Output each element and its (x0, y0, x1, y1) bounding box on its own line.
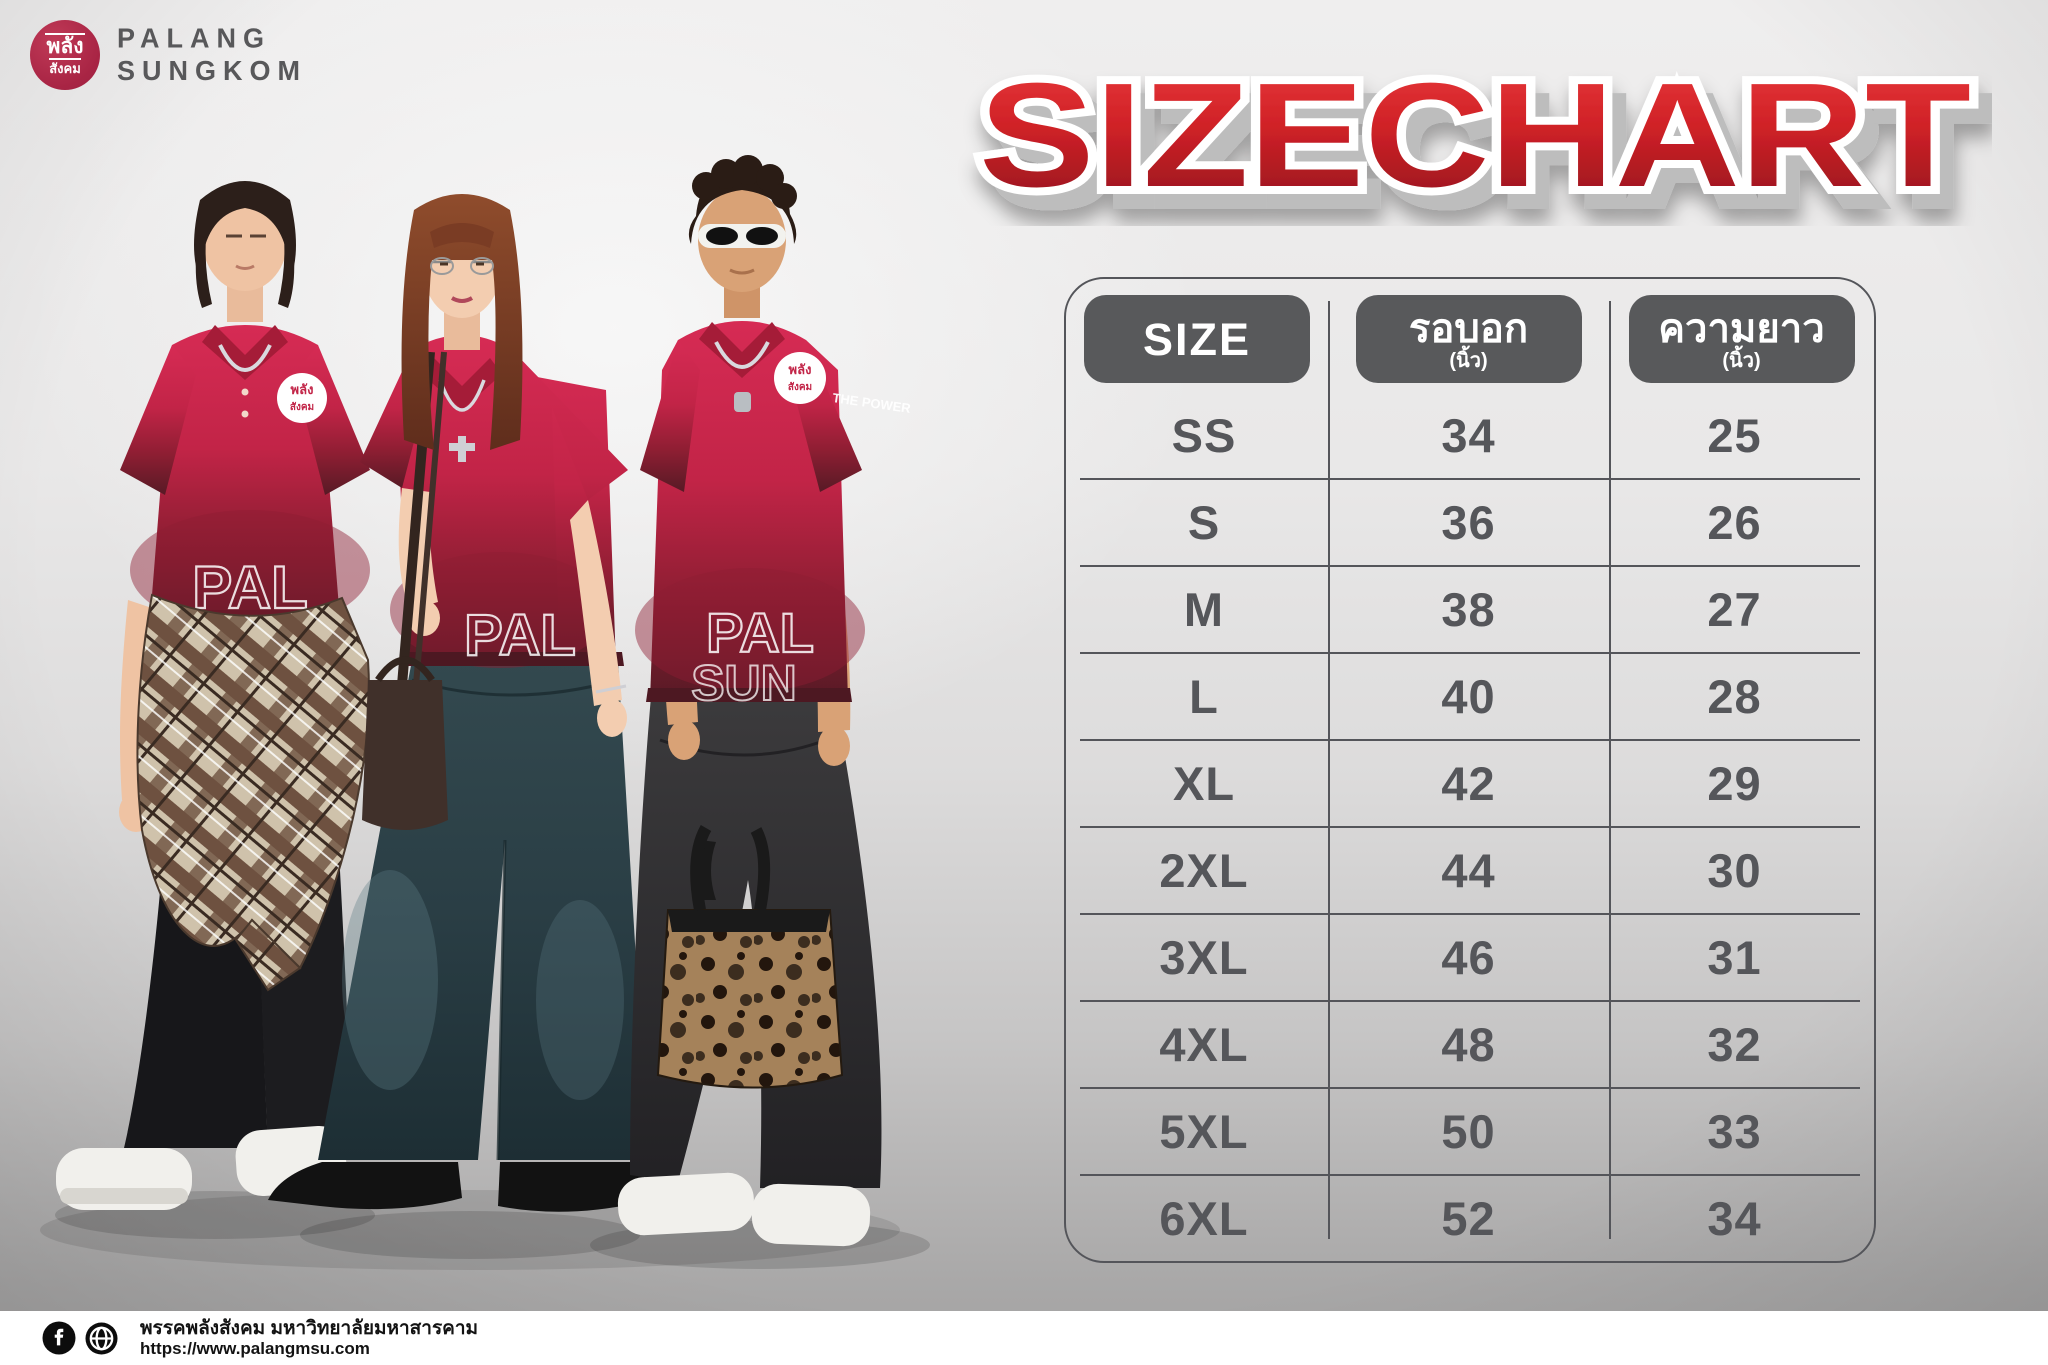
length-cell: 30 (1707, 844, 1762, 897)
logo-thai-top: พลัง (44, 33, 86, 59)
facebook-icon (42, 1321, 76, 1355)
floor-shadow (300, 1211, 640, 1259)
length-cell: 26 (1707, 496, 1762, 549)
shirt-print-text: PAL (192, 554, 308, 621)
table-row: S 36 26 (1080, 478, 1860, 565)
chest-badge-text: สังคม (788, 381, 812, 393)
brand-wordmark-line2: SUNGKOM (117, 55, 307, 87)
chest-badge-text: พลัง (789, 362, 812, 377)
chest-cell: 34 (1441, 409, 1496, 462)
size-cell: S (1187, 496, 1221, 549)
size-cell: M (1183, 583, 1225, 636)
table-row: SS 34 25 (1080, 393, 1860, 478)
size-cell: 6XL (1159, 1192, 1249, 1245)
chest-cell: 38 (1441, 583, 1496, 636)
table-column-divider (1609, 301, 1611, 1239)
table-row: 3XL 46 31 (1080, 913, 1860, 1000)
chest-cell: 40 (1441, 670, 1496, 723)
models-photo: PAL พลัง สังคม (40, 155, 930, 1270)
length-cell: 34 (1707, 1192, 1762, 1245)
column-header-chest-unit: (นิ้ว) (1449, 349, 1488, 372)
brand-logo: พลัง สังคม PALANG SUNGKOM (30, 20, 307, 90)
brand-wordmark-line1: PALANG (117, 22, 271, 54)
table-header-row: SIZE รอบอก (นิ้ว) ความยาว (นิ้ว) (1066, 295, 1874, 383)
footer-social-icons (42, 1321, 118, 1355)
shirt-print-text: SUN (691, 655, 797, 711)
table-row: 4XL 48 32 (1080, 1000, 1860, 1087)
page-title-graphic: SIZECHART SIZECHART (971, 46, 1992, 226)
model-right: PAL SUN THE POWER พลัง สังคม (617, 155, 913, 1247)
size-cell: XL (1172, 757, 1236, 810)
chest-cell: 52 (1441, 1192, 1496, 1245)
footer-org-line: พรรคพลังสังคม มหาวิทยาลัยมหาสารคาม (140, 1317, 479, 1339)
brand-logo-circle-icon: พลัง สังคม (30, 20, 100, 90)
column-header-length: ความยาว (นิ้ว) (1628, 295, 1855, 383)
size-cell: 4XL (1159, 1018, 1249, 1071)
footer-bar: พรรคพลังสังคม มหาวิทยาลัยมหาสารคาม https… (0, 1311, 2048, 1365)
chest-badge-text: สังคม (290, 401, 314, 413)
shirt-print-text: PAL (464, 603, 576, 668)
column-header-size: SIZE (1084, 295, 1310, 383)
model-middle: PAL (268, 194, 650, 1212)
chest-badge-text: พลัง (291, 382, 314, 397)
shirt-print-text: PAL (706, 601, 814, 664)
size-cell: SS (1171, 409, 1237, 462)
column-header-length-unit: (นิ้ว) (1722, 349, 1761, 372)
column-header-chest-label: รอบอก (1408, 306, 1529, 351)
length-cell: 31 (1707, 931, 1762, 984)
length-cell: 25 (1707, 409, 1762, 462)
chest-cell: 50 (1441, 1105, 1496, 1158)
model-left: PAL พลัง สังคม (56, 181, 370, 1210)
table-row: 6XL 52 34 (1080, 1174, 1860, 1261)
length-cell: 28 (1707, 670, 1762, 723)
size-table-rows: SS 34 25 S 36 26 M 38 27 L 40 28 XL 42 29 2XL 44 30 3XL 46 3… (1080, 393, 1860, 1261)
size-cell: 2XL (1159, 844, 1249, 897)
page-title-extrude: SIZECHART (994, 69, 1986, 226)
table-row: 5XL 50 33 (1080, 1087, 1860, 1174)
column-header-length-label: ความยาว (1658, 306, 1825, 351)
table-row: L 40 28 (1080, 652, 1860, 739)
size-cell: 5XL (1159, 1105, 1249, 1158)
length-cell: 32 (1707, 1018, 1762, 1071)
chest-cell: 36 (1441, 496, 1496, 549)
column-header-chest: รอบอก (นิ้ว) (1355, 295, 1582, 383)
column-header-size-label: SIZE (1142, 313, 1252, 365)
globe-icon (85, 1321, 118, 1355)
table-row: M 38 27 (1080, 565, 1860, 652)
sleeve-print-text: THE POWER (832, 390, 913, 416)
chest-cell: 44 (1441, 844, 1496, 897)
chest-cell: 48 (1441, 1018, 1496, 1071)
chest-cell: 42 (1441, 757, 1496, 810)
chest-cell: 46 (1441, 931, 1496, 984)
table-row: XL 42 29 (1080, 739, 1860, 826)
length-cell: 33 (1707, 1105, 1762, 1158)
footer-url: https://www.palangmsu.com (140, 1338, 370, 1358)
size-cell: 3XL (1159, 931, 1249, 984)
page-title: SIZECHART (979, 53, 1971, 218)
length-cell: 27 (1707, 583, 1762, 636)
size-cell: L (1189, 670, 1219, 723)
brand-wordmark: PALANG SUNGKOM (117, 23, 307, 87)
table-column-divider (1328, 301, 1330, 1239)
length-cell: 29 (1707, 757, 1762, 810)
footer-text: พรรคพลังสังคม มหาวิทยาลัยมหาสารคาม https… (140, 1318, 478, 1359)
size-chart-table: SIZE รอบอก (นิ้ว) ความยาว (นิ้ว) SS 34 25 S… (1064, 277, 1876, 1263)
logo-thai-bottom: สังคม (49, 58, 81, 77)
table-row: 2XL 44 30 (1080, 826, 1860, 913)
